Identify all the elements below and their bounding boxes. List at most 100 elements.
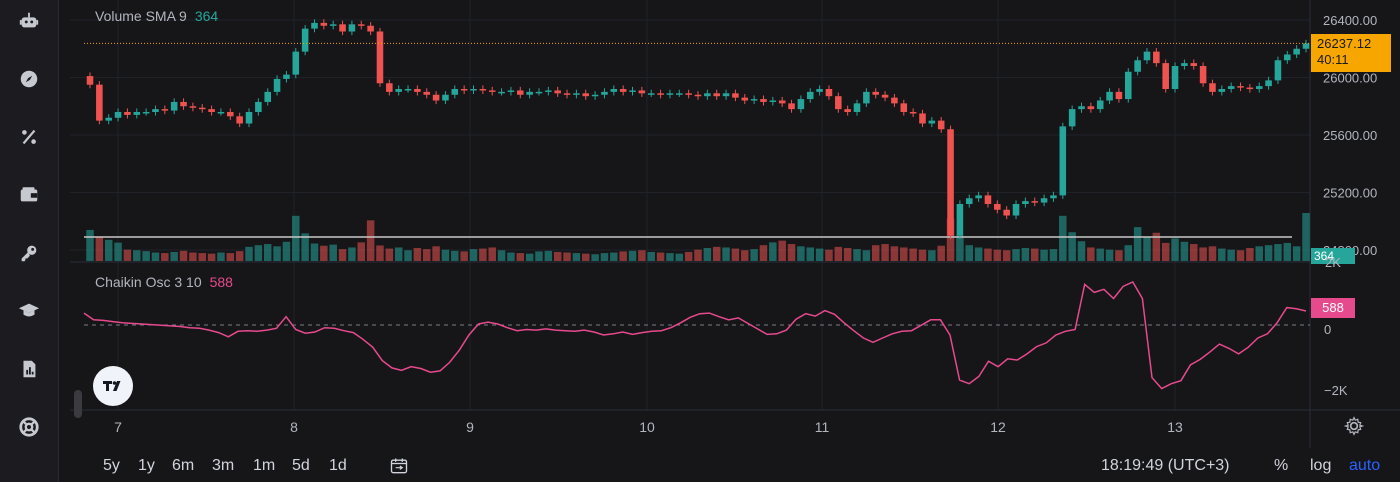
volume-bar — [1199, 247, 1207, 261]
candle — [460, 85, 468, 95]
candle — [835, 92, 842, 113]
candle-body — [1125, 71, 1132, 100]
candle-body — [1162, 63, 1169, 89]
volume-bar — [1096, 248, 1104, 261]
candle-body — [414, 89, 421, 92]
candle — [1227, 82, 1235, 93]
candle-body — [357, 24, 365, 26]
candle-body — [610, 89, 618, 92]
candle — [863, 88, 870, 107]
volume-bar — [712, 246, 721, 261]
chaikin-legend[interactable]: Chaikin Osc 3 10 588 — [95, 274, 233, 290]
candle — [722, 89, 730, 100]
candle — [788, 99, 795, 113]
candle — [114, 108, 122, 122]
candle-body — [844, 109, 851, 112]
volume-bar — [198, 253, 206, 261]
candle-body — [1115, 91, 1123, 100]
candle-body — [460, 89, 468, 91]
range-button-1m[interactable]: 1m — [253, 457, 276, 474]
gear-icon[interactable] — [1343, 416, 1365, 436]
volume-bar — [1040, 249, 1048, 261]
candle — [105, 114, 112, 125]
volume-bar — [207, 253, 216, 261]
range-button-3m[interactable]: 3m — [212, 457, 235, 474]
candle-body — [442, 94, 449, 101]
candle-body — [928, 120, 936, 124]
candle — [704, 89, 711, 100]
volume-bar — [862, 250, 871, 261]
range-button-6m[interactable]: 6m — [172, 457, 195, 474]
candle — [1181, 59, 1188, 70]
candle — [479, 85, 487, 95]
candle-body — [517, 90, 524, 95]
volume-legend[interactable]: Volume SMA 9 364 — [95, 8, 218, 24]
time-label: 10 — [639, 419, 655, 435]
candle — [152, 105, 159, 116]
candle-body — [788, 103, 795, 110]
candle-body — [479, 89, 487, 91]
candle-body — [1022, 201, 1029, 204]
candle-body — [1003, 209, 1010, 216]
candle — [694, 91, 702, 100]
volume-bar — [245, 246, 253, 261]
wallet-icon[interactable] — [8, 174, 50, 216]
volume-bar — [956, 235, 964, 261]
volume-bar — [404, 250, 412, 261]
clock-timezone[interactable]: 18:19:49 (UTC+3) — [1101, 457, 1230, 474]
candle-body — [619, 89, 627, 92]
percent-icon[interactable] — [8, 116, 50, 158]
candle-body — [1050, 195, 1057, 199]
volume-bar — [497, 250, 506, 261]
candle — [535, 88, 543, 96]
volume-bar — [441, 249, 450, 261]
candle — [1003, 206, 1010, 220]
compass-icon[interactable] — [8, 58, 50, 100]
report-icon[interactable] — [8, 348, 50, 390]
candle — [86, 72, 94, 89]
candle-body — [984, 195, 992, 204]
tradingview-logo[interactable] — [93, 366, 133, 406]
time-label: 8 — [290, 419, 298, 435]
percent-scale-toggle[interactable]: % — [1274, 457, 1289, 474]
volume-bar — [273, 246, 281, 261]
key-icon[interactable] — [8, 232, 50, 274]
range-button-1d[interactable]: 1d — [329, 457, 347, 474]
graduation-cap-icon[interactable] — [8, 290, 50, 332]
candle — [217, 108, 225, 116]
date-range-icon[interactable] — [388, 456, 410, 481]
range-button-5d[interactable]: 5d — [292, 457, 310, 474]
candle — [591, 91, 599, 100]
candle — [432, 91, 440, 105]
candle — [844, 105, 851, 116]
candle-body — [1274, 60, 1282, 81]
candle-body — [1171, 66, 1179, 89]
bar-countdown: 40:11 — [1317, 52, 1349, 67]
volume-bar — [741, 250, 749, 261]
candle — [1022, 197, 1029, 208]
candle — [1012, 200, 1020, 220]
candle-body — [900, 103, 908, 112]
candle-body — [704, 93, 711, 97]
range-button-1y[interactable]: 1y — [138, 457, 155, 474]
candle — [227, 108, 234, 120]
sidebar-collapse-handle[interactable] — [74, 390, 82, 418]
range-button-5y[interactable]: 5y — [103, 457, 120, 474]
volume-bar — [161, 253, 169, 261]
auto-scale-toggle[interactable]: auto — [1349, 457, 1381, 474]
candle — [1096, 96, 1104, 113]
volume-bar — [1208, 246, 1217, 261]
lifebuoy-icon[interactable] — [8, 406, 50, 448]
candle-body — [713, 93, 720, 97]
candle-body — [629, 90, 636, 92]
candle — [1237, 82, 1244, 92]
robot-icon[interactable] — [8, 0, 50, 42]
candle-body — [647, 93, 655, 95]
candle — [619, 85, 627, 96]
volume-bar — [965, 245, 974, 261]
volume-bar — [123, 249, 132, 261]
candle-body — [947, 129, 954, 236]
log-scale-toggle[interactable]: log — [1310, 457, 1332, 474]
volume-bar — [853, 249, 861, 261]
